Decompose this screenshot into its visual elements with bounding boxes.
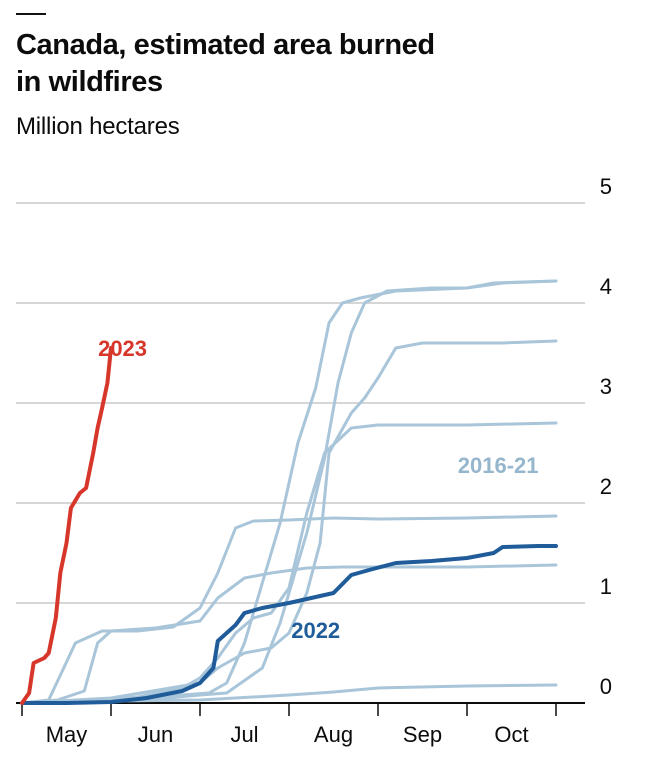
x-axis: May Jun Jul Aug Sep Oct <box>16 702 585 747</box>
x-tick-label: Aug <box>314 722 353 747</box>
x-tick-label: Jun <box>138 722 173 747</box>
y-tick-label: 5 <box>600 174 612 199</box>
y-tick-label: 3 <box>600 374 612 399</box>
y-tick-label: 4 <box>600 274 612 299</box>
current-series-group <box>20 346 558 705</box>
series-line-history <box>20 339 558 705</box>
x-tick-label: Sep <box>403 722 442 747</box>
series-labels: 2023 2016-21 2022 <box>98 336 538 643</box>
series-line-history <box>20 514 558 705</box>
y-tick-label: 0 <box>600 674 612 699</box>
chart-title: Canada, estimated area burned in wildfir… <box>16 29 435 98</box>
series-label-2022: 2022 <box>291 618 340 643</box>
series-line-2022 <box>20 544 558 705</box>
x-tick-label: May <box>46 722 88 747</box>
grid-lines: 0 1 2 3 4 5 <box>16 174 612 699</box>
chart-subtitle: Million hectares <box>16 113 180 140</box>
y-tick-label: 2 <box>600 474 612 499</box>
series-line-history <box>20 563 558 705</box>
series-line-2023 <box>20 346 113 705</box>
series-label-2023: 2023 <box>98 336 147 361</box>
x-tick-label: Jul <box>230 722 258 747</box>
title-rule <box>16 13 46 15</box>
series-line-history <box>20 421 558 705</box>
x-tick-label: Oct <box>494 722 528 747</box>
series-label-2016-21: 2016-21 <box>458 453 539 478</box>
y-tick-label: 1 <box>600 574 612 599</box>
